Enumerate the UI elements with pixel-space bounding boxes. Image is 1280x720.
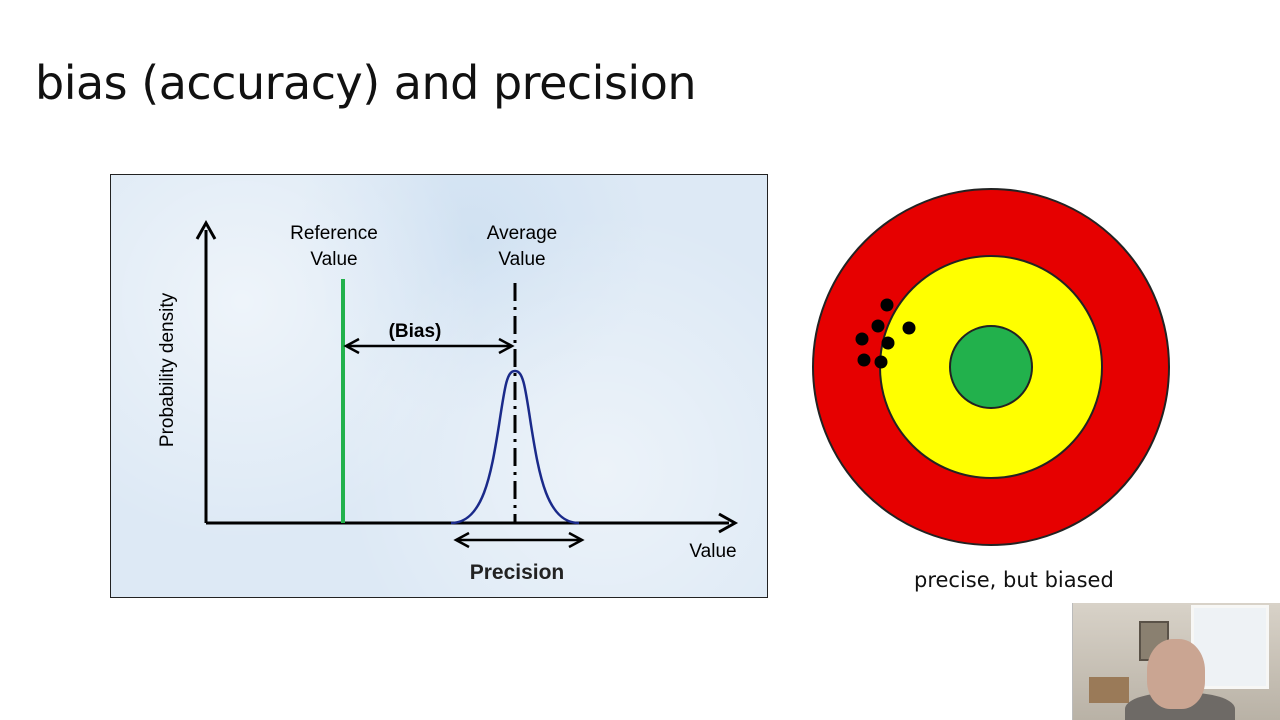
reference-label-line2: Value (310, 249, 357, 270)
average-label-line2: Value (498, 249, 545, 270)
average-label-line1: Average (487, 223, 557, 244)
slide-title: bias (accuracy) and precision (35, 56, 697, 110)
webcam-person-head (1147, 639, 1205, 709)
diagram-svg: Probability density Value Reference Valu… (157, 219, 739, 584)
probability-curve (450, 369, 580, 525)
webcam-video-feed (1072, 603, 1280, 720)
target-hit (880, 298, 894, 312)
target-hit (881, 336, 895, 350)
x-axis-label: Value (689, 541, 736, 562)
bias-label: (Bias) (389, 321, 442, 342)
precision-arrowhead-left (453, 531, 470, 549)
x-axis-arrowhead (718, 512, 739, 534)
bias-arrowhead-left (343, 337, 360, 355)
target-hit (874, 355, 888, 369)
target-svg (812, 188, 1170, 546)
target-hit (857, 353, 871, 367)
target-caption: precise, but biased (914, 568, 1114, 592)
webcam-window (1191, 605, 1269, 689)
bias-arrowhead-right (498, 337, 515, 355)
precision-label: Precision (470, 561, 565, 584)
precision-arrowhead-right (568, 531, 585, 549)
y-axis-arrowhead (195, 219, 217, 240)
reference-label-line1: Reference (290, 223, 378, 244)
target-hit (855, 332, 869, 346)
target-diagram (810, 186, 1172, 548)
webcam-shelf (1089, 677, 1129, 703)
y-axis-label: Probability density (157, 292, 178, 447)
target-bullseye (949, 325, 1033, 409)
target-hit (871, 319, 885, 333)
bias-precision-diagram: Probability density Value Reference Valu… (110, 174, 768, 598)
target-hit (902, 321, 916, 335)
